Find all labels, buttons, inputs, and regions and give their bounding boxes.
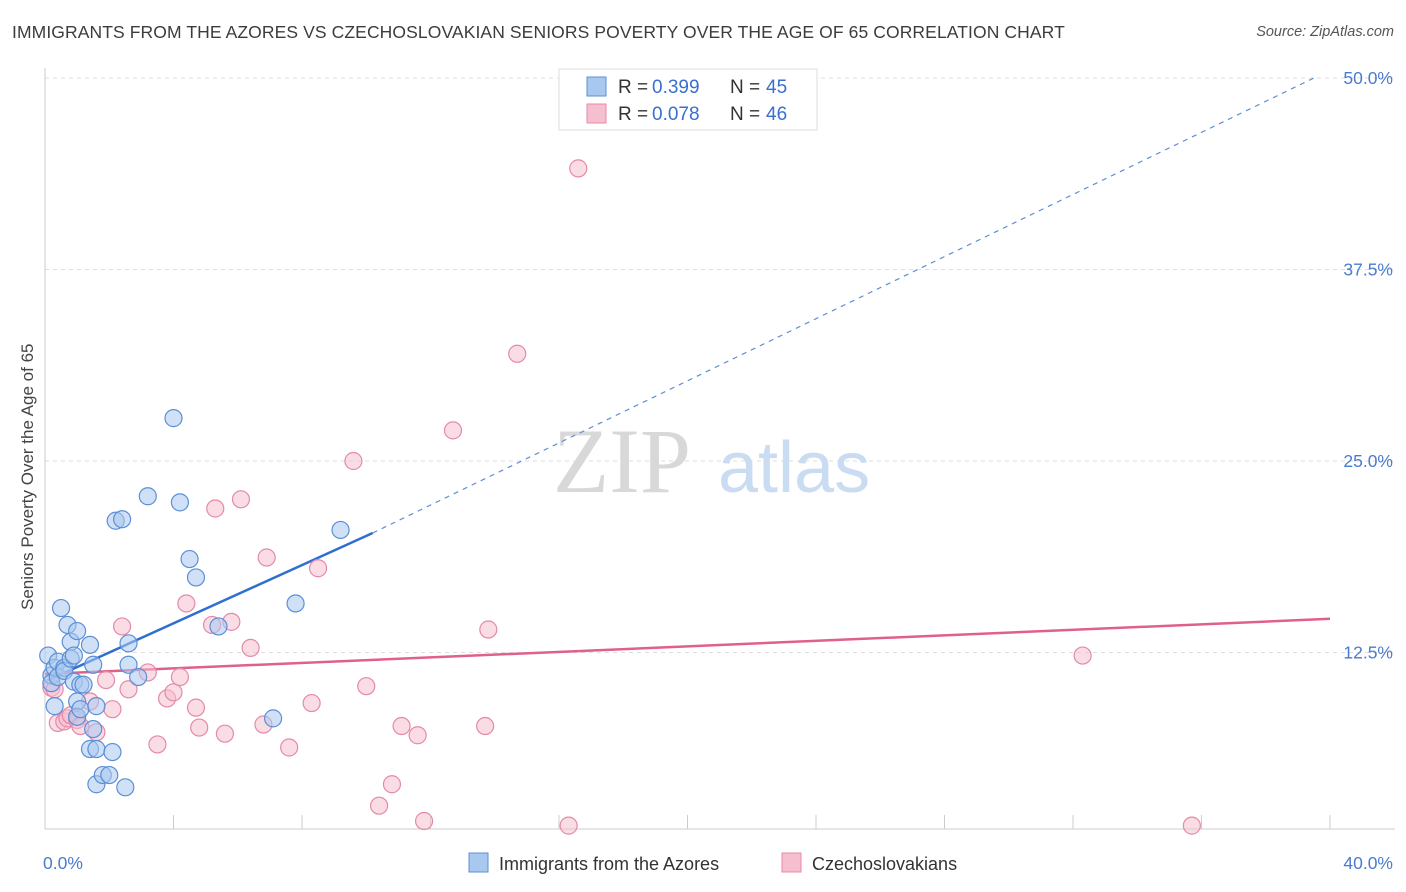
point-czechoslovakian [392, 716, 411, 736]
point-czechoslovakian [382, 775, 402, 794]
point-azores [112, 510, 132, 529]
series-legend: Immigrants from the Azores Czechoslovaki… [468, 852, 957, 874]
chart-source: Source: ZipAtlas.com [1256, 24, 1394, 40]
point-czechoslovakian [1182, 816, 1201, 835]
point-czechoslovakian [257, 548, 276, 567]
point-azores [138, 487, 157, 506]
trend-lines [44, 77, 1331, 683]
legend-swatch-blue [586, 76, 607, 97]
legend-r-value-2: 0.078 [652, 104, 700, 125]
point-czechoslovakian [370, 796, 389, 815]
legend-n-label-1: N = [730, 77, 760, 98]
point-czechoslovakian [164, 683, 183, 702]
point-azores [100, 765, 119, 785]
y-tick-label: 50.0% [1343, 68, 1393, 88]
trend-line-czechoslovakian [44, 617, 1331, 676]
tick-labels: 12.5% 25.0% 37.5% 50.0% 0.0% 40.0% [43, 68, 1393, 873]
legend-n-value-1: 45 [766, 77, 787, 98]
point-czechoslovakian [231, 490, 251, 509]
point-azores [164, 409, 183, 428]
point-czechoslovakian [206, 499, 225, 518]
legend-n-label-2: N = [730, 104, 760, 125]
point-czechoslovakian [302, 693, 321, 713]
chart-title: IMMIGRANTS FROM THE AZORES VS CZECHOSLOV… [12, 22, 1065, 42]
point-azores [84, 655, 103, 674]
point-azores [103, 742, 122, 762]
data-points [39, 159, 1201, 835]
point-czechoslovakian [414, 811, 434, 831]
point-czechoslovakian [103, 700, 122, 719]
trend-line-azores-extension [372, 77, 1315, 534]
point-azores [64, 646, 84, 665]
watermark: ZIP atlas [553, 410, 870, 512]
point-czechoslovakian [280, 738, 299, 757]
point-czechoslovakian [1073, 646, 1092, 665]
point-azores [68, 621, 87, 641]
series-legend-swatch-pink [781, 852, 802, 873]
watermark-atlas: atlas [718, 428, 870, 508]
legend-box: R = 0.399 N = 45 R = 0.078 N = 46 [558, 68, 818, 131]
point-czechoslovakian [569, 159, 588, 178]
point-azores [45, 697, 64, 716]
point-azores [74, 675, 93, 694]
gridlines [45, 77, 1395, 653]
point-azores [84, 719, 103, 739]
point-azores [119, 655, 138, 674]
point-czechoslovakian [308, 559, 328, 578]
legend-r-label-1: R = [618, 77, 648, 98]
y-tick-label: 37.5% [1343, 260, 1393, 280]
point-czechoslovakian [119, 680, 138, 699]
axes [44, 68, 1395, 830]
point-azores [209, 617, 228, 636]
x-tick-label: 0.0% [43, 853, 83, 873]
point-czechoslovakian [215, 724, 234, 743]
point-azores [129, 667, 148, 687]
point-azores [51, 598, 71, 618]
point-azores [180, 549, 199, 569]
point-czechoslovakian [190, 718, 209, 737]
point-czechoslovakian [479, 620, 498, 639]
point-azores [263, 709, 283, 728]
point-czechoslovakian [559, 816, 578, 835]
point-czechoslovakian [170, 667, 190, 687]
y-tick-label: 25.0% [1343, 451, 1393, 471]
point-czechoslovakian [476, 716, 495, 736]
point-azores [87, 697, 106, 716]
point-czechoslovakian [508, 344, 527, 363]
point-azores [71, 700, 90, 719]
point-czechoslovakian [344, 451, 363, 471]
point-czechoslovakian [408, 726, 427, 745]
point-azores [80, 635, 100, 654]
point-azores [186, 568, 206, 587]
x-tick-label: 40.0% [1343, 853, 1393, 873]
legend-swatch-pink [586, 103, 607, 124]
point-azores [119, 634, 138, 653]
series-legend-label-pink: Czechoslovakians [812, 854, 957, 874]
point-czechoslovakian [357, 677, 376, 696]
legend-n-value-2: 46 [766, 104, 787, 125]
series-legend-label-blue: Immigrants from the Azores [499, 854, 719, 874]
point-czechoslovakian [112, 617, 132, 636]
point-azores [170, 493, 190, 512]
series-legend-swatch-blue [468, 852, 489, 873]
point-azores [286, 594, 305, 613]
y-axis-label: Seniors Poverty Over the Age of 65 [18, 344, 37, 610]
legend-r-value-1: 0.399 [652, 77, 700, 98]
point-azores [331, 520, 350, 540]
point-czechoslovakian [177, 594, 196, 613]
legend-r-label-2: R = [618, 104, 648, 125]
point-azores [116, 778, 135, 797]
point-azores [87, 739, 106, 759]
point-czechoslovakian [96, 670, 116, 690]
trend-line-azores [44, 531, 374, 683]
point-czechoslovakian [148, 735, 167, 754]
y-tick-label: 12.5% [1343, 643, 1393, 663]
point-czechoslovakian [241, 638, 260, 658]
point-czechoslovakian [186, 698, 206, 717]
point-czechoslovakian [443, 421, 463, 440]
watermark-zip: ZIP [553, 410, 691, 512]
